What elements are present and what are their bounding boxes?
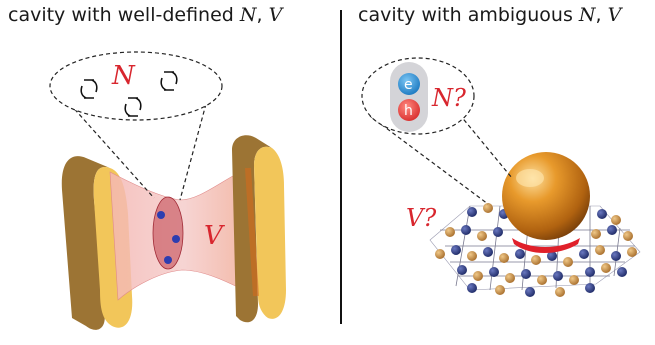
left-title-text: cavity with well-defined <box>8 4 240 26</box>
left-title-n: N <box>239 4 257 26</box>
callout-line <box>69 103 155 199</box>
nanosphere <box>502 152 590 240</box>
electron-icon <box>398 73 420 95</box>
left-label-v: V <box>204 221 225 251</box>
lattice-atoms <box>435 203 637 297</box>
right-label-v: V? <box>406 204 436 232</box>
right-title-text: cavity with ambiguous <box>358 4 579 26</box>
left-callout-bubble <box>49 51 223 121</box>
panel-divider <box>340 10 342 324</box>
right-title-n: N <box>578 4 596 26</box>
right-title-v: V <box>607 4 622 26</box>
left-cavity: N V <box>49 51 286 330</box>
right-label-n: N? <box>431 84 466 112</box>
left-panel-title: cavity with well-defined N, V <box>8 4 282 26</box>
emitter-dot <box>157 211 165 219</box>
callout-line <box>179 103 207 201</box>
two-level-system-icon <box>80 71 178 117</box>
emitter-dot <box>164 256 172 264</box>
gap-region <box>512 238 580 253</box>
left-label-n: N <box>111 61 136 91</box>
right-panel-title: cavity with ambiguous N, V <box>358 4 621 26</box>
hole-icon <box>398 99 420 121</box>
right-mirror <box>232 135 286 323</box>
callout-line <box>369 115 489 205</box>
left-title-sep: , <box>256 4 269 26</box>
right-cavity: e h N? V? <box>361 57 641 297</box>
hole-symbol: h <box>404 103 413 119</box>
exciton-capsule <box>390 62 428 132</box>
electron-symbol: e <box>404 77 413 93</box>
right-title-sep: , <box>595 4 608 26</box>
left-title-v: V <box>268 4 283 26</box>
emitter-dot <box>172 235 180 243</box>
